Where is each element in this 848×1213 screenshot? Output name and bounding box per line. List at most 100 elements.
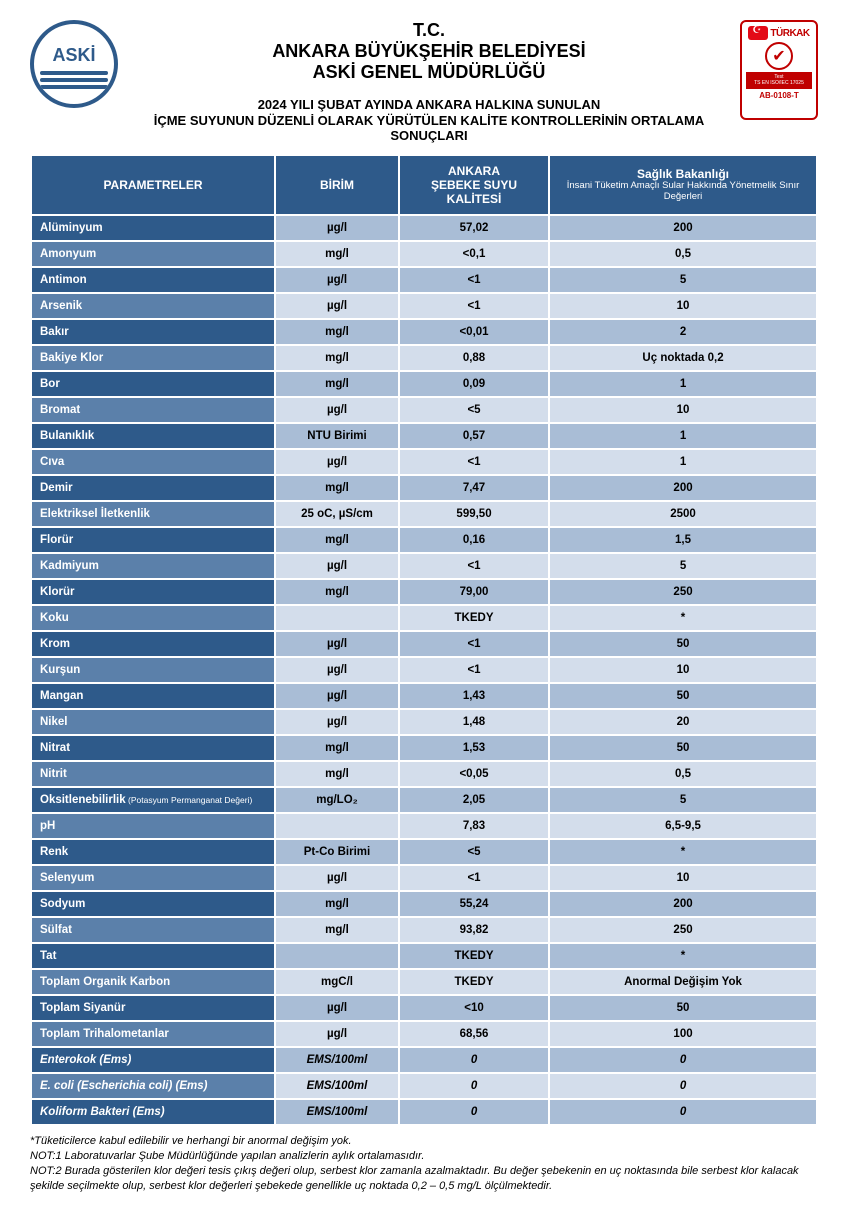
cell-limit: 50 (549, 631, 817, 657)
table-row: Sülfatmg/l93,82250 (31, 917, 817, 943)
turkak-band: Test TS EN ISO/IEC 17025 (746, 72, 812, 89)
cell-unit: NTU Birimi (275, 423, 399, 449)
subtitle-2: İÇME SUYUNUN DÜZENLİ OLARAK YÜRÜTÜLEN KA… (118, 113, 740, 143)
table-row: Bormg/l0,091 (31, 371, 817, 397)
cell-value: 1,48 (399, 709, 549, 735)
table-row: Nitritmg/l<0,050,5 (31, 761, 817, 787)
cell-unit: µg/l (275, 631, 399, 657)
cell-unit: mg/l (275, 527, 399, 553)
cell-unit: mg/l (275, 891, 399, 917)
cell-param: pH (31, 813, 275, 839)
cell-unit: µg/l (275, 293, 399, 319)
cell-limit: 50 (549, 735, 817, 761)
cell-limit: 10 (549, 397, 817, 423)
cell-unit: µg/l (275, 709, 399, 735)
footnotes: *Tüketicilerce kabul edilebilir ve herha… (30, 1134, 818, 1193)
table-row: BulanıklıkNTU Birimi0,571 (31, 423, 817, 449)
cell-limit: 250 (549, 917, 817, 943)
table-row: Kromµg/l<150 (31, 631, 817, 657)
cell-unit: 25 oC, µS/cm (275, 501, 399, 527)
table-row: Demirmg/l7,47200 (31, 475, 817, 501)
cell-unit: mgC/l (275, 969, 399, 995)
cell-value: 0 (399, 1099, 549, 1125)
cell-unit: EMS/100ml (275, 1099, 399, 1125)
cell-unit: µg/l (275, 865, 399, 891)
cell-param: Nitrit (31, 761, 275, 787)
turkak-brand: TÜRKAK (770, 28, 809, 39)
table-row: Enterokok (Ems)EMS/100ml00 (31, 1047, 817, 1073)
cell-unit: µg/l (275, 553, 399, 579)
cell-value: <1 (399, 657, 549, 683)
turkak-check-icon: ✔ (765, 42, 793, 70)
cell-value: 79,00 (399, 579, 549, 605)
table-row: Nitratmg/l1,5350 (31, 735, 817, 761)
cell-unit: mg/l (275, 371, 399, 397)
cell-param: Bulanıklık (31, 423, 275, 449)
cell-param: Amonyum (31, 241, 275, 267)
cell-limit: 5 (549, 553, 817, 579)
cell-param: Antimon (31, 267, 275, 293)
cell-limit: 200 (549, 475, 817, 501)
cell-value: 68,56 (399, 1021, 549, 1047)
cell-unit: µg/l (275, 683, 399, 709)
th-ankara: ANKARA ŞEBEKE SUYU KALİTESİ (399, 155, 549, 215)
cell-param: Sodyum (31, 891, 275, 917)
cell-unit: mg/l (275, 917, 399, 943)
cell-value: 57,02 (399, 215, 549, 241)
cell-param: Toplam Trihalometanlar (31, 1021, 275, 1047)
cell-unit: EMS/100ml (275, 1073, 399, 1099)
cell-limit: 250 (549, 579, 817, 605)
title-line-3: ASKİ GENEL MÜDÜRLÜĞÜ (118, 62, 740, 83)
cell-value: <1 (399, 631, 549, 657)
cell-unit (275, 943, 399, 969)
cell-unit: µg/l (275, 657, 399, 683)
turkak-flag-icon (748, 26, 768, 40)
cell-param: Klorür (31, 579, 275, 605)
cell-value: 0 (399, 1047, 549, 1073)
cell-limit: 10 (549, 657, 817, 683)
cell-value: <0,05 (399, 761, 549, 787)
table-row: Cıvaµg/l<11 (31, 449, 817, 475)
table-row: Kadmiyumµg/l<15 (31, 553, 817, 579)
cell-unit: µg/l (275, 1021, 399, 1047)
cell-value: TKEDY (399, 969, 549, 995)
cell-limit: 200 (549, 215, 817, 241)
th-unit: BİRİM (275, 155, 399, 215)
table-row: Sodyummg/l55,24200 (31, 891, 817, 917)
cell-param: Alüminyum (31, 215, 275, 241)
cell-limit: 200 (549, 891, 817, 917)
cell-value: <1 (399, 865, 549, 891)
cell-value: <1 (399, 449, 549, 475)
cell-param: Arsenik (31, 293, 275, 319)
cell-limit: * (549, 839, 817, 865)
cell-param: Bromat (31, 397, 275, 423)
footnote-3: NOT:2 Burada gösterilen klor değeri tesi… (30, 1164, 818, 1194)
cell-unit: µg/l (275, 397, 399, 423)
table-row: pH7,836,5-9,5 (31, 813, 817, 839)
cell-value: 0 (399, 1073, 549, 1099)
aski-logo: ASKİ (30, 20, 118, 108)
cell-value: 0,16 (399, 527, 549, 553)
cell-param: Kurşun (31, 657, 275, 683)
cell-limit: 0 (549, 1073, 817, 1099)
cell-param: Bakır (31, 319, 275, 345)
cell-unit (275, 813, 399, 839)
cell-limit: 20 (549, 709, 817, 735)
table-row: Selenyumµg/l<110 (31, 865, 817, 891)
cell-unit: mg/l (275, 241, 399, 267)
cell-limit: 100 (549, 1021, 817, 1047)
cell-value: <0,01 (399, 319, 549, 345)
cell-limit: 2500 (549, 501, 817, 527)
cell-limit: Anormal Değişim Yok (549, 969, 817, 995)
cell-limit: 1 (549, 423, 817, 449)
cell-param: Demir (31, 475, 275, 501)
table-row: Amonyummg/l<0,10,5 (31, 241, 817, 267)
cell-limit: 2 (549, 319, 817, 345)
footnote-2: NOT:1 Laboratuvarlar Şube Müdürlüğünde y… (30, 1149, 818, 1164)
turkak-code: AB-0108-T (759, 91, 799, 100)
cell-limit: 6,5-9,5 (549, 813, 817, 839)
table-row: Arsenikµg/l<110 (31, 293, 817, 319)
cell-value: 599,50 (399, 501, 549, 527)
cell-value: 0,09 (399, 371, 549, 397)
cell-value: <1 (399, 553, 549, 579)
